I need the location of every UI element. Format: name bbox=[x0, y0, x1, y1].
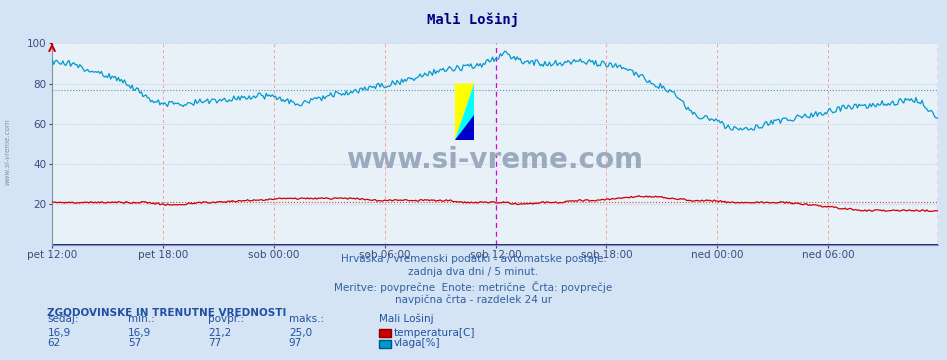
Text: 25,0: 25,0 bbox=[289, 328, 312, 338]
Text: 57: 57 bbox=[128, 338, 141, 348]
Text: Mali Lošinj: Mali Lošinj bbox=[379, 314, 434, 324]
Text: 16,9: 16,9 bbox=[128, 328, 152, 338]
Text: sedaj:: sedaj: bbox=[47, 314, 79, 324]
Text: min.:: min.: bbox=[128, 314, 154, 324]
Polygon shape bbox=[455, 84, 474, 140]
Text: www.si-vreme.com: www.si-vreme.com bbox=[347, 146, 643, 174]
Text: 21,2: 21,2 bbox=[208, 328, 232, 338]
Text: navpična črta - razdelek 24 ur: navpična črta - razdelek 24 ur bbox=[395, 295, 552, 305]
Text: zadnja dva dni / 5 minut.: zadnja dva dni / 5 minut. bbox=[408, 267, 539, 278]
Text: temperatura[C]: temperatura[C] bbox=[394, 328, 475, 338]
Text: Mali Lošinj: Mali Lošinj bbox=[427, 13, 520, 27]
Text: 62: 62 bbox=[47, 338, 61, 348]
Text: vlaga[%]: vlaga[%] bbox=[394, 338, 440, 348]
Text: Hrvaška / vremenski podatki - avtomatske postaje.: Hrvaška / vremenski podatki - avtomatske… bbox=[341, 254, 606, 264]
Polygon shape bbox=[455, 84, 474, 140]
Text: 77: 77 bbox=[208, 338, 222, 348]
Text: Meritve: povprečne  Enote: metrične  Črta: povprečje: Meritve: povprečne Enote: metrične Črta:… bbox=[334, 281, 613, 293]
Text: povpr.:: povpr.: bbox=[208, 314, 244, 324]
Text: maks.:: maks.: bbox=[289, 314, 324, 324]
Text: 97: 97 bbox=[289, 338, 302, 348]
Polygon shape bbox=[455, 114, 474, 140]
Text: 16,9: 16,9 bbox=[47, 328, 71, 338]
Text: www.si-vreme.com: www.si-vreme.com bbox=[5, 118, 10, 185]
Text: ZGODOVINSKE IN TRENUTNE VREDNOSTI: ZGODOVINSKE IN TRENUTNE VREDNOSTI bbox=[47, 308, 287, 318]
